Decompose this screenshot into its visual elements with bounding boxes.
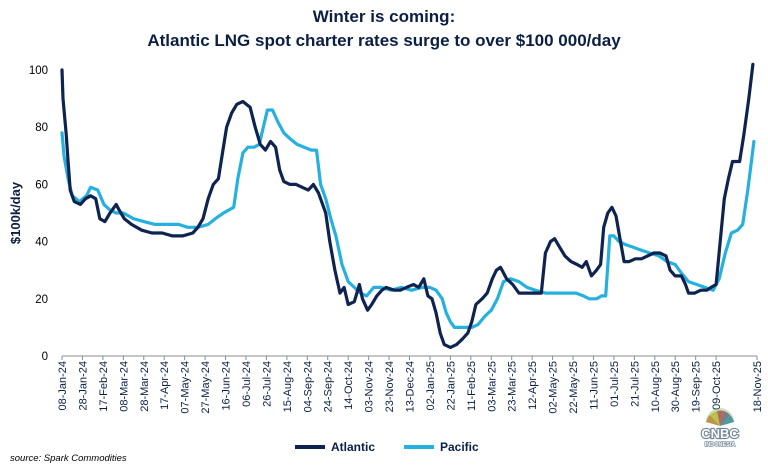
x-tick-label: 13-Dec-24: [405, 361, 417, 412]
x-tick-label: 11-Feb-25: [466, 361, 478, 411]
x-tick-label: 02-May-25: [548, 361, 560, 414]
series-line-pacific: [60, 108, 756, 329]
x-tick-label: 10-Aug-25: [650, 361, 662, 412]
x-tick-label: 18-Nov-25: [752, 361, 764, 412]
x-tick-label: 03-Nov-24: [364, 361, 376, 412]
x-tick-label: 06-Jul-24: [241, 361, 253, 407]
x-tick-label: 08-Mar-24: [118, 361, 130, 412]
chart-title: Winter is coming:: [312, 7, 456, 26]
x-tick-label: 01-Jul-25: [609, 361, 621, 407]
x-tick-label: 28-Jan-24: [77, 361, 89, 411]
x-tick-label: 22-May-25: [568, 361, 580, 414]
logo-subtext: INDONESIA: [705, 442, 736, 448]
x-tick-label: 04-Sep-24: [302, 361, 314, 412]
x-tick-label: 27-May-24: [200, 361, 212, 414]
x-tick-label: 21-Jul-25: [629, 361, 641, 407]
x-tick-label: 12-Apr-25: [527, 361, 539, 410]
x-tick-label: 09-Oct-25: [711, 361, 723, 410]
x-tick-label: 08-Jan-24: [57, 361, 69, 411]
series-lines: [60, 62, 756, 349]
x-tick-label: 28-Mar-24: [139, 361, 151, 412]
x-tick-label: 24-Sep-24: [323, 361, 335, 412]
logo-text: CNBC: [701, 426, 739, 441]
y-tick-label: 20: [35, 294, 48, 306]
source-note: source: Spark Commodities: [10, 453, 127, 464]
legend-label-atlantic: Atlantic: [331, 440, 375, 454]
y-tick-label: 80: [35, 122, 48, 134]
x-tick-label: 17-Apr-24: [159, 361, 171, 410]
y-tick-label: 0: [42, 351, 48, 363]
x-tick-label: 14-Oct-24: [343, 361, 355, 410]
axes: 0 20 40 60 80 100 08-Jan-24 28-Jan-24 17-Feb-24 0…: [8, 65, 764, 414]
x-tick-label: 16-Jun-24: [221, 361, 233, 411]
x-tick-label: 19-Sep-25: [691, 361, 703, 412]
x-tick-label: 11-Jun-25: [588, 361, 600, 410]
y-axis-label: $100k/day: [8, 181, 23, 244]
y-tick-label: 60: [35, 179, 48, 191]
legend: Atlantic Pacific: [295, 440, 479, 454]
x-tick-label: 22-Jan-25: [445, 361, 457, 411]
y-tick-label: 100: [29, 65, 48, 77]
x-tick-label: 07-May-24: [180, 361, 192, 414]
x-tick-label: 23-Mar-25: [507, 361, 519, 412]
y-tick-label: 40: [35, 237, 48, 249]
chart-subtitle: Atlantic LNG spot charter rates surge to…: [147, 31, 621, 50]
peacock-icon: [706, 408, 734, 426]
x-tick-label: 23-Nov-24: [384, 361, 396, 412]
legend-label-pacific: Pacific: [440, 440, 479, 454]
series-line-atlantic: [60, 62, 755, 349]
x-tick-label: 17-Feb-24: [98, 361, 110, 412]
x-tick-label: 02-Jan-25: [425, 361, 437, 411]
x-tick-label: 15-Aug-24: [282, 361, 294, 412]
x-tick-label: 30-Aug-25: [670, 361, 682, 412]
cnbc-indonesia-logo: CNBC INDONESIA: [700, 408, 740, 449]
x-tick-label: 26-Jul-24: [261, 361, 273, 407]
x-tick-label: 03-Mar-25: [486, 361, 498, 412]
